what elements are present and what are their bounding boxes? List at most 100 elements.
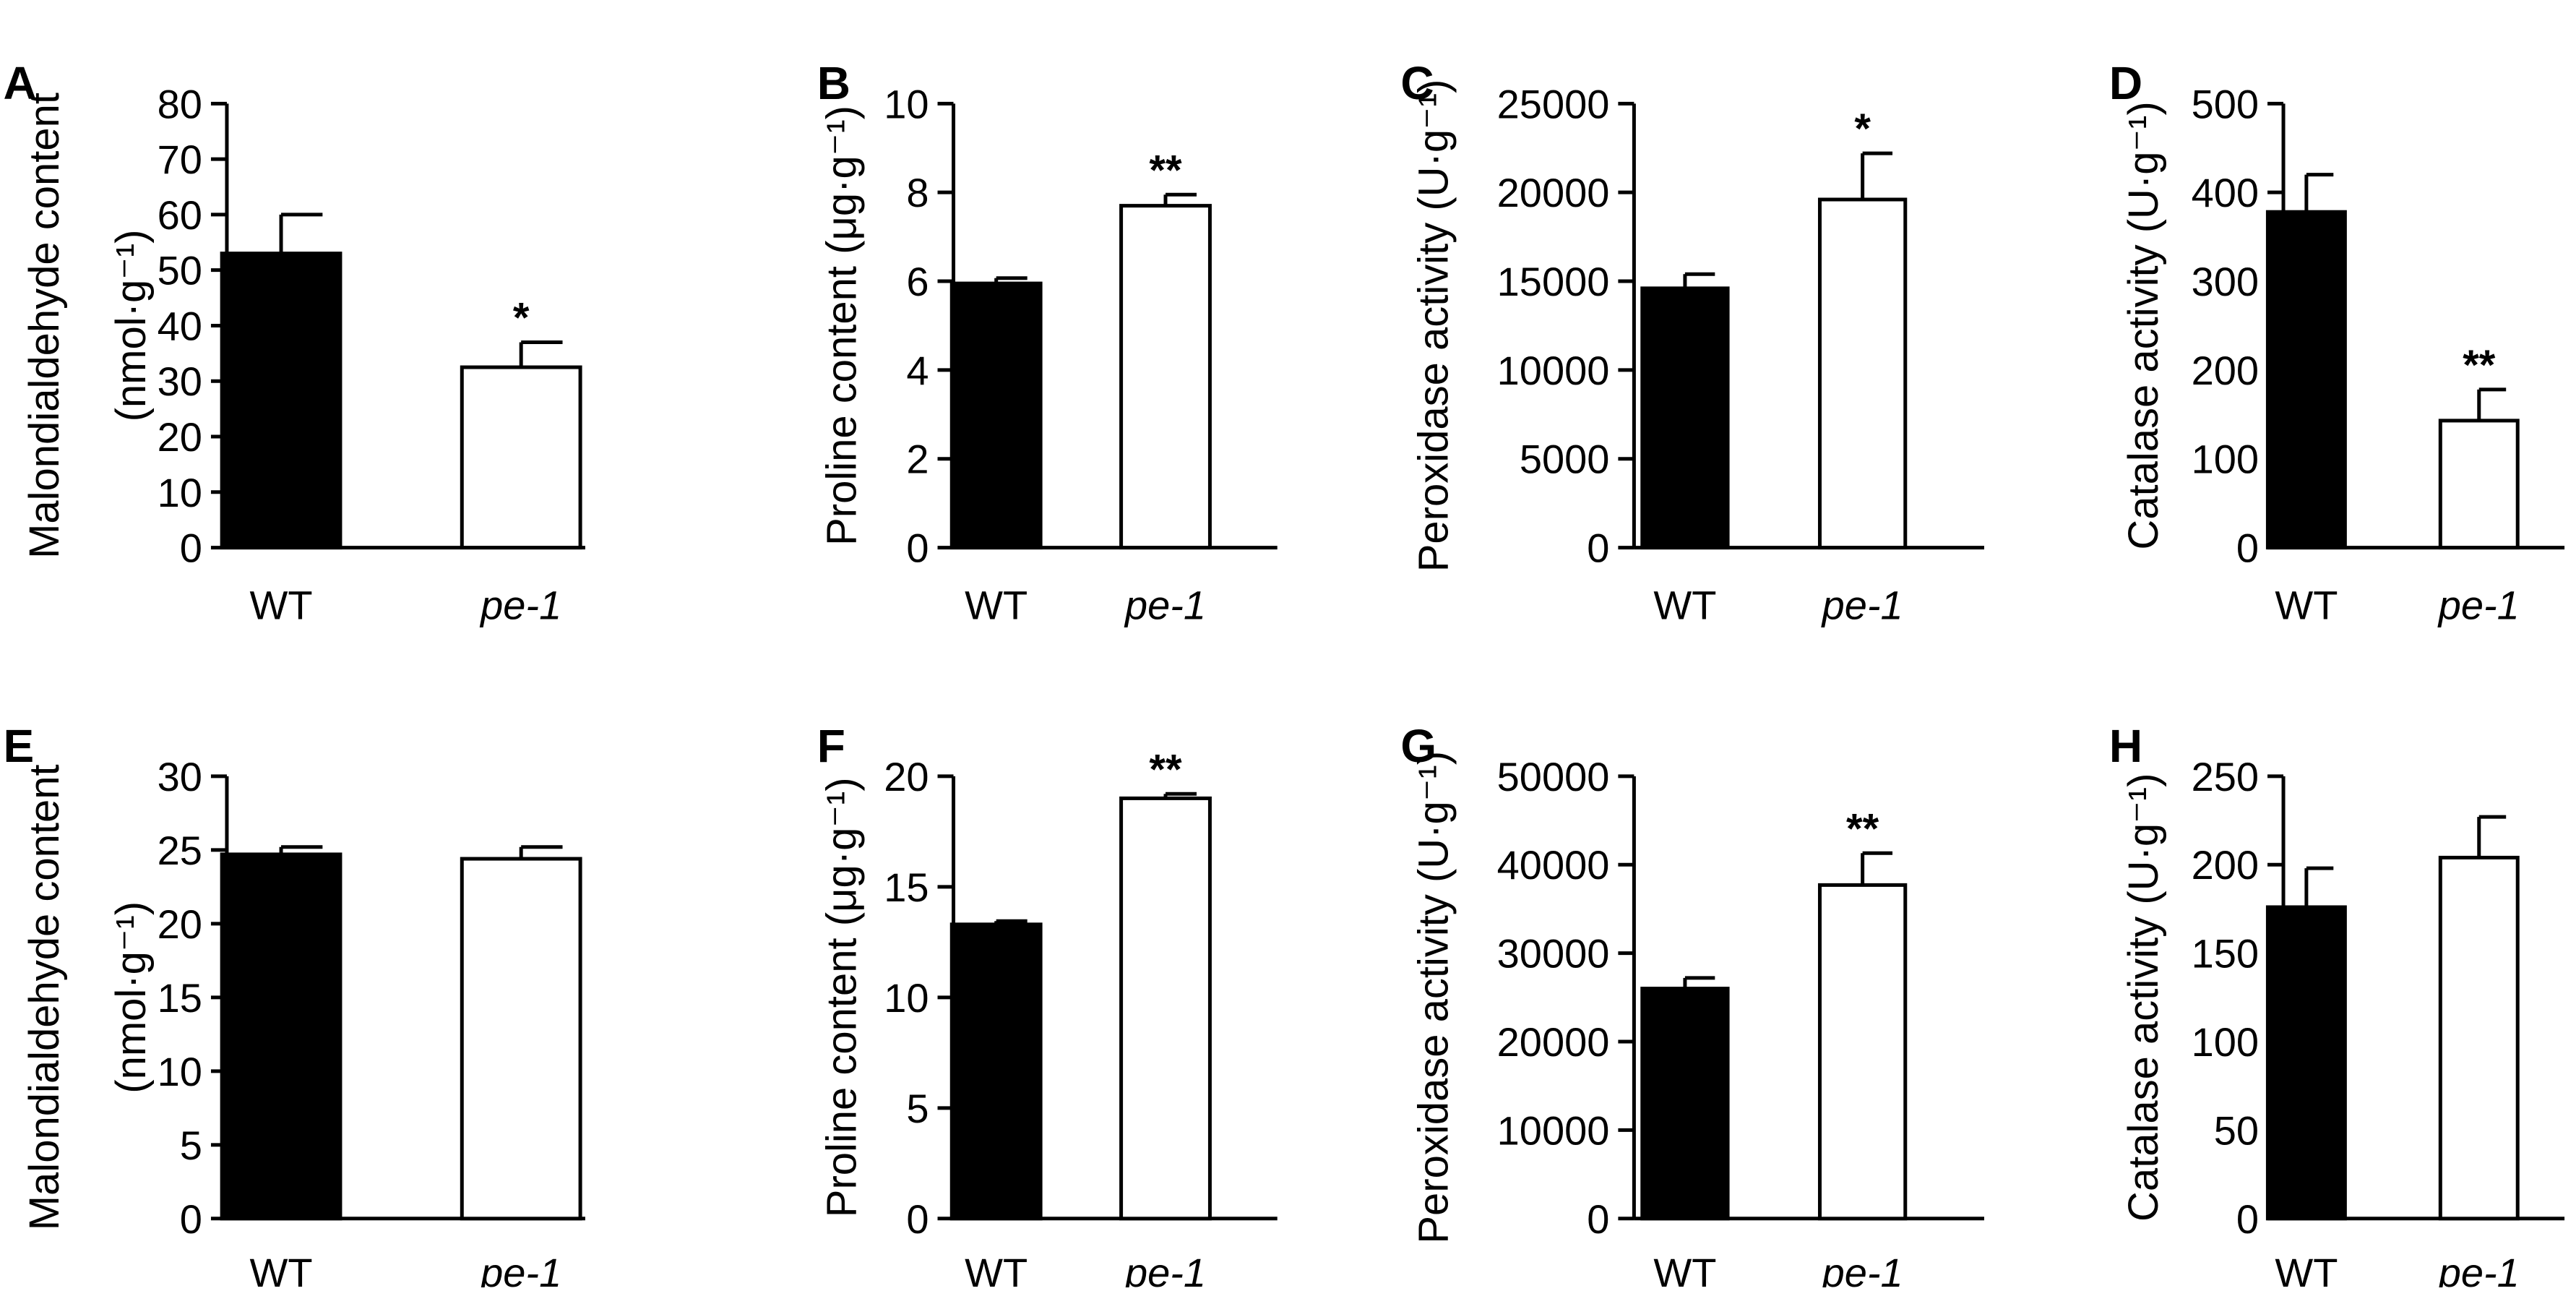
y-tick-label: 0 bbox=[2236, 526, 2259, 571]
x-category-label: pe-1 bbox=[2437, 582, 2520, 627]
panel-letter: A bbox=[4, 57, 37, 109]
y-tick-label: 0 bbox=[2236, 1196, 2259, 1242]
x-category-label: WT bbox=[2275, 582, 2338, 627]
y-tick-label: 20 bbox=[884, 754, 929, 799]
x-category-label: WT bbox=[1653, 582, 1716, 627]
y-tick-label: 15 bbox=[158, 975, 202, 1021]
y-tick-label: 300 bbox=[2192, 259, 2259, 304]
y-tick-label: 0 bbox=[1587, 526, 1609, 571]
y-tick-label: 20 bbox=[158, 414, 202, 460]
panel-letter: E bbox=[4, 720, 35, 772]
significance-marker: ** bbox=[2463, 342, 2496, 389]
y-tick-label: 8 bbox=[906, 170, 929, 215]
x-category-label: WT bbox=[2275, 1250, 2338, 1287]
y-tick-label: 10000 bbox=[1497, 1107, 1610, 1153]
bar-pe-1 bbox=[460, 365, 582, 550]
panel-letter: D bbox=[2109, 57, 2142, 109]
y-axis-label: Proline content (μg·g⁻¹) bbox=[818, 106, 865, 546]
bar-pe-1 bbox=[1817, 197, 1908, 550]
bar-pe-1 bbox=[2438, 855, 2520, 1221]
y-tick-label: 200 bbox=[2192, 842, 2259, 888]
y-tick-label: 5000 bbox=[1520, 437, 1610, 482]
panel-letter: H bbox=[2109, 720, 2142, 772]
y-tick-label: 40 bbox=[158, 303, 202, 348]
y-tick-label: 6 bbox=[906, 259, 929, 304]
bar-WT bbox=[220, 252, 343, 550]
x-category-label: pe-1 bbox=[2437, 1250, 2520, 1287]
y-tick-label: 40000 bbox=[1497, 842, 1610, 888]
y-tick-label: 70 bbox=[158, 137, 202, 182]
y-tick-label: 5 bbox=[180, 1123, 202, 1168]
y-tick-label: 15 bbox=[884, 865, 929, 910]
y-tick-label: 400 bbox=[2192, 170, 2259, 215]
y-tick-label: 30 bbox=[158, 754, 202, 799]
x-category-label: WT bbox=[965, 1250, 1028, 1287]
y-axis-label: Malondialdehyde content bbox=[21, 93, 68, 559]
x-category-label: pe-1 bbox=[479, 1250, 561, 1287]
y-tick-label: 200 bbox=[2192, 348, 2259, 393]
y-tick-label: 500 bbox=[2192, 81, 2259, 126]
significance-marker: * bbox=[1854, 106, 1871, 153]
y-axis-label: Catalase activity (U·g⁻¹) bbox=[2120, 101, 2167, 549]
panel-letter: G bbox=[1400, 720, 1436, 772]
y-tick-label: 15000 bbox=[1497, 259, 1610, 304]
y-axis-unit: (nmol·g⁻¹) bbox=[108, 230, 155, 422]
y-tick-label: 60 bbox=[158, 192, 202, 238]
panel-letter: F bbox=[817, 720, 845, 772]
y-tick-label: 100 bbox=[2192, 1019, 2259, 1065]
y-tick-label: 50000 bbox=[1497, 754, 1610, 799]
y-tick-label: 2 bbox=[906, 437, 929, 482]
panel-letter: B bbox=[817, 57, 850, 109]
significance-marker: ** bbox=[1149, 746, 1182, 793]
y-axis-label: Catalase activity (U·g⁻¹) bbox=[2120, 773, 2167, 1222]
bar-pe-1 bbox=[1817, 883, 1908, 1221]
significance-marker: * bbox=[513, 294, 530, 341]
y-tick-label: 20 bbox=[158, 901, 202, 947]
y-tick-label: 10 bbox=[884, 81, 929, 126]
bar-WT bbox=[220, 852, 343, 1221]
y-tick-label: 5 bbox=[906, 1086, 929, 1131]
y-axis-label: Malondialdehyde content bbox=[21, 764, 68, 1230]
y-axis-label: Proline content (μg·g⁻¹) bbox=[818, 777, 865, 1217]
y-tick-label: 80 bbox=[158, 81, 202, 126]
y-tick-label: 0 bbox=[180, 526, 202, 571]
y-tick-label: 250 bbox=[2192, 754, 2259, 799]
bar-WT bbox=[2265, 905, 2347, 1221]
bar-pe-1 bbox=[2438, 419, 2520, 550]
y-tick-label: 10 bbox=[884, 975, 929, 1021]
x-category-label: WT bbox=[965, 582, 1028, 627]
bar-pe-1 bbox=[1119, 204, 1212, 550]
y-tick-label: 10 bbox=[158, 470, 202, 515]
bar-WT bbox=[1640, 987, 1730, 1221]
y-axis-unit: (nmol·g⁻¹) bbox=[108, 901, 155, 1094]
bar-WT bbox=[949, 922, 1043, 1221]
y-tick-label: 4 bbox=[906, 348, 929, 393]
x-category-label: pe-1 bbox=[1124, 582, 1206, 627]
y-axis-label: Peroxidase activity (U·g⁻¹) bbox=[1410, 751, 1457, 1244]
y-tick-label: 150 bbox=[2192, 931, 2259, 977]
x-category-label: pe-1 bbox=[479, 582, 561, 627]
x-category-label: pe-1 bbox=[1821, 1250, 1903, 1287]
x-category-label: pe-1 bbox=[1124, 1250, 1206, 1287]
significance-marker: ** bbox=[1149, 147, 1182, 194]
y-tick-label: 10000 bbox=[1497, 348, 1610, 393]
y-axis-label: Peroxidase activity (U·g⁻¹) bbox=[1410, 80, 1457, 572]
y-tick-label: 0 bbox=[906, 1196, 929, 1242]
bar-WT bbox=[949, 281, 1043, 550]
y-tick-label: 10 bbox=[158, 1049, 202, 1094]
x-category-label: WT bbox=[1653, 1250, 1716, 1287]
x-category-label: pe-1 bbox=[1821, 582, 1903, 627]
bar-WT bbox=[2265, 210, 2347, 550]
y-tick-label: 0 bbox=[906, 526, 929, 571]
y-tick-label: 0 bbox=[180, 1196, 202, 1242]
panel-letter: C bbox=[1400, 57, 1434, 109]
